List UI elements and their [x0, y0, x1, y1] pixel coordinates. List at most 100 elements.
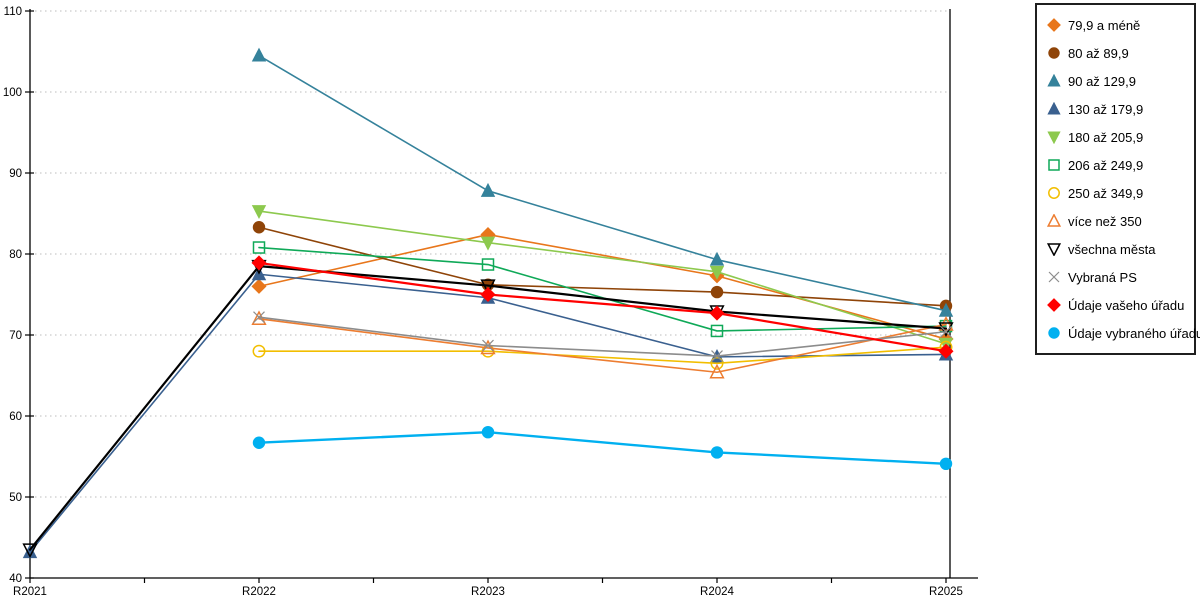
series-line-11 [257, 431, 948, 465]
data-point-marker [1047, 214, 1061, 227]
data-point-marker [251, 255, 267, 271]
data-point-marker [480, 279, 496, 295]
x-tick-label: R2024 [700, 586, 734, 598]
series-line-10 [257, 261, 948, 353]
x-tick-label: R2023 [471, 586, 505, 598]
legend-label: 206 až 249,9 [1068, 157, 1144, 173]
legend-item-2: 90 až 129,9 [1047, 74, 1190, 89]
series-line-5 [258, 246, 947, 332]
series-line-2 [258, 54, 947, 312]
series-line-6 [258, 346, 947, 365]
diamond-legend-icon [1047, 18, 1061, 32]
legend-item-4: 180 až 205,9 [1047, 130, 1190, 145]
data-point-marker [253, 311, 265, 324]
data-point-marker [939, 457, 953, 471]
y-tick-label: 100 [3, 87, 22, 99]
circle-legend-icon [1048, 187, 1060, 199]
y-tick-label: 70 [9, 330, 22, 342]
data-point-marker [482, 339, 494, 352]
data-point-marker [251, 47, 267, 62]
y-tick-label: 80 [9, 249, 22, 261]
series-line-9 [258, 316, 947, 357]
diamond-legend-icon [1047, 298, 1061, 312]
legend-item-5: 206 až 249,9 [1047, 158, 1190, 173]
series-line-7 [258, 317, 947, 374]
data-point-marker [481, 425, 495, 439]
data-point-marker [710, 285, 724, 299]
legend-label: Údaje vašeho úřadu [1068, 297, 1185, 313]
legend-label: 180 až 205,9 [1068, 129, 1144, 145]
y-tick-label: 110 [4, 6, 22, 18]
data-point-marker [938, 343, 954, 359]
data-point-marker [1048, 159, 1060, 171]
data-point-marker [709, 251, 725, 266]
y-tick-label: 50 [9, 492, 22, 504]
data-point-marker [251, 205, 267, 219]
data-point-marker [481, 258, 495, 271]
data-point-marker [1048, 47, 1060, 59]
series-line-4 [258, 210, 947, 345]
data-point-marker [1048, 271, 1060, 283]
data-point-marker [940, 325, 952, 338]
data-point-marker [251, 278, 267, 294]
data-point-marker [709, 265, 725, 280]
x-tick-label: R2022 [242, 586, 276, 598]
data-point-marker [22, 543, 38, 559]
data-point-marker [1047, 298, 1061, 312]
legend-item-7: více než 350 [1047, 214, 1190, 229]
series-line-3 [29, 273, 947, 553]
legend-label: více než 350 [1068, 213, 1142, 229]
data-point-marker [1047, 18, 1061, 32]
x-tick-label: R2025 [929, 586, 963, 598]
data-point-marker [480, 236, 496, 251]
legend-item-10: Údaje vašeho úřadu [1047, 298, 1190, 313]
legend-label: 250 až 349,9 [1068, 185, 1144, 201]
y-tick-label: 90 [9, 168, 22, 180]
legend-label: všechna města [1068, 241, 1156, 257]
data-point-marker [480, 339, 496, 355]
square-legend-icon [1048, 159, 1060, 171]
series-line-8 [28, 265, 948, 551]
data-point-marker [1047, 131, 1061, 144]
data-point-marker [252, 221, 266, 234]
triangle-up-legend-icon [1047, 74, 1061, 87]
y-tick-label: 60 [9, 411, 22, 423]
data-point-marker [711, 350, 723, 362]
triangle-down-legend-icon [1047, 243, 1061, 256]
legend-label: Vybraná PS [1068, 269, 1137, 285]
data-point-marker [710, 356, 724, 370]
legend-item-8: všechna města [1047, 242, 1190, 257]
data-point-marker [710, 446, 724, 459]
legend-label: 130 až 179,9 [1068, 101, 1144, 117]
data-point-marker [480, 286, 496, 303]
series-line-0 [258, 233, 947, 340]
data-point-marker [480, 182, 496, 197]
data-point-marker [709, 305, 725, 321]
data-point-marker [1047, 102, 1061, 115]
legend-label: 79,9 a méně [1068, 17, 1141, 33]
legend-item-9: Vybraná PS [1047, 270, 1190, 285]
data-point-marker [1048, 187, 1060, 199]
circle-legend-icon [1048, 47, 1060, 59]
triangle-up-legend-icon [1047, 102, 1061, 115]
legend-item-1: 80 až 89,9 [1047, 46, 1190, 61]
data-point-marker [1048, 327, 1060, 339]
data-point-marker [938, 316, 954, 331]
legend-label: 90 až 129,9 [1068, 73, 1136, 89]
legend-label: 80 až 89,9 [1068, 45, 1129, 61]
data-point-marker [710, 324, 724, 338]
x-tick-label: R2021 [13, 586, 47, 598]
series-line-1 [258, 226, 947, 307]
y-tick-label: 40 [9, 573, 22, 585]
legend-item-3: 130 až 179,9 [1047, 102, 1190, 117]
data-point-marker [252, 241, 266, 254]
circle-legend-icon [1048, 327, 1060, 339]
data-point-marker [252, 436, 266, 449]
triangle-down-legend-icon [1047, 131, 1061, 144]
x-legend-icon [1048, 271, 1060, 283]
data-point-marker [1047, 243, 1061, 256]
legend-item-6: 250 až 349,9 [1047, 186, 1190, 201]
legend-item-0: 79,9 a méně [1047, 18, 1190, 33]
